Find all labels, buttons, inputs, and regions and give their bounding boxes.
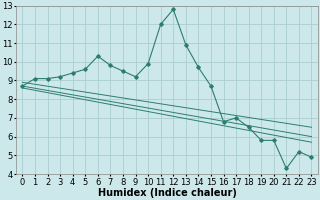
X-axis label: Humidex (Indice chaleur): Humidex (Indice chaleur) [98, 188, 236, 198]
